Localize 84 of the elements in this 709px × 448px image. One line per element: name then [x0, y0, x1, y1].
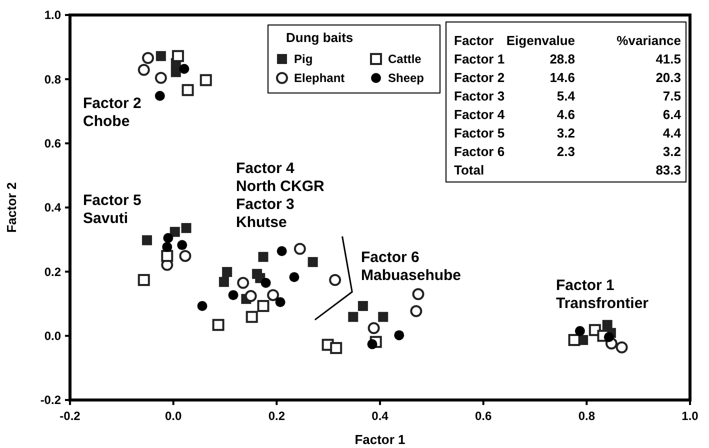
text: Factor 5 3.2 4.4 — [454, 126, 681, 140]
y-tick-label: 0.6 — [44, 136, 62, 151]
point — [275, 297, 286, 308]
point — [367, 339, 378, 350]
point — [244, 290, 257, 302]
legend-label: Cattle — [388, 52, 422, 66]
point — [368, 322, 380, 334]
point — [237, 276, 250, 289]
point — [308, 257, 318, 268]
point — [197, 300, 208, 311]
legend-label: Elephant — [294, 71, 345, 86]
point — [179, 250, 192, 262]
point — [154, 90, 165, 101]
point — [330, 342, 342, 354]
point — [260, 278, 271, 288]
x-tick-label: 0.2 — [268, 409, 286, 423]
x-tick-label: -0.2 — [60, 409, 81, 423]
point — [410, 305, 422, 318]
y-tick-label: 1.0 — [44, 8, 62, 22]
point — [161, 250, 174, 262]
y-axis-title: Factor 2 — [4, 182, 19, 233]
legend-title: Dung baits — [286, 30, 354, 45]
point — [228, 290, 238, 300]
text: Total 83.3 — [454, 162, 681, 178]
point — [138, 274, 150, 286]
point — [258, 252, 268, 262]
point — [329, 274, 342, 286]
x-tick-label: 0.6 — [474, 409, 492, 423]
point — [172, 50, 184, 62]
annotation: Factor 5 Savuti — [83, 192, 142, 227]
point — [179, 64, 190, 74]
point — [294, 242, 306, 255]
point — [142, 52, 154, 64]
point — [574, 326, 585, 336]
text: Factor 6 2.3 3.2 — [454, 144, 681, 159]
legend-label: Pig — [294, 52, 313, 66]
point — [163, 232, 174, 243]
point — [177, 240, 188, 250]
point — [182, 84, 194, 96]
point — [289, 272, 300, 282]
point — [358, 300, 368, 311]
text: Factor 1 28.8 41.5 — [454, 52, 681, 66]
point — [604, 332, 614, 342]
point — [257, 300, 270, 312]
legend-label: Sheep — [388, 71, 424, 86]
y-tick-label: -0.2 — [40, 393, 62, 408]
point — [348, 312, 358, 322]
point — [276, 246, 287, 256]
point — [181, 223, 192, 234]
y-tick-label: 0.2 — [44, 264, 62, 279]
y-tick-label: 0.0 — [44, 329, 62, 344]
point — [218, 276, 229, 287]
annotation: Factor 6 Mabuasehube — [361, 249, 462, 284]
y-tick-label: 0.4 — [44, 200, 62, 215]
x-tick-label: 0.0 — [164, 409, 182, 423]
annotation: Factor 2 Chobe — [83, 95, 142, 130]
point — [212, 318, 224, 331]
annotation: Factor 4 North CKGR Factor 3 Khutse — [236, 160, 324, 231]
point — [156, 51, 166, 62]
text: Factor 4 4.6 6.4 — [454, 107, 681, 122]
point — [616, 341, 628, 354]
x-tick-label: 0.4 — [372, 409, 389, 423]
point — [222, 266, 232, 277]
x-axis-title: Factor 1 — [354, 432, 406, 447]
point — [200, 74, 212, 86]
point — [162, 242, 172, 252]
text: Factor 2 14.6 20.3 — [454, 70, 681, 85]
point — [142, 235, 152, 246]
point — [138, 64, 150, 76]
x-tick-label: 0.8 — [578, 409, 596, 423]
text: Factor 3 5.4 7.5 — [454, 88, 681, 104]
point — [568, 334, 580, 346]
x-tick-label: 1.0 — [682, 409, 699, 423]
point — [246, 310, 258, 323]
point — [394, 330, 404, 340]
annotation: Factor 1 Transfrontier — [556, 277, 649, 312]
point — [378, 312, 388, 322]
y-tick-label: 0.8 — [44, 72, 62, 86]
point — [267, 289, 280, 302]
text: Factor Eigenvalue %variance — [454, 33, 681, 48]
point — [170, 67, 181, 78]
point — [154, 72, 167, 84]
point — [170, 226, 180, 237]
point — [412, 288, 424, 300]
